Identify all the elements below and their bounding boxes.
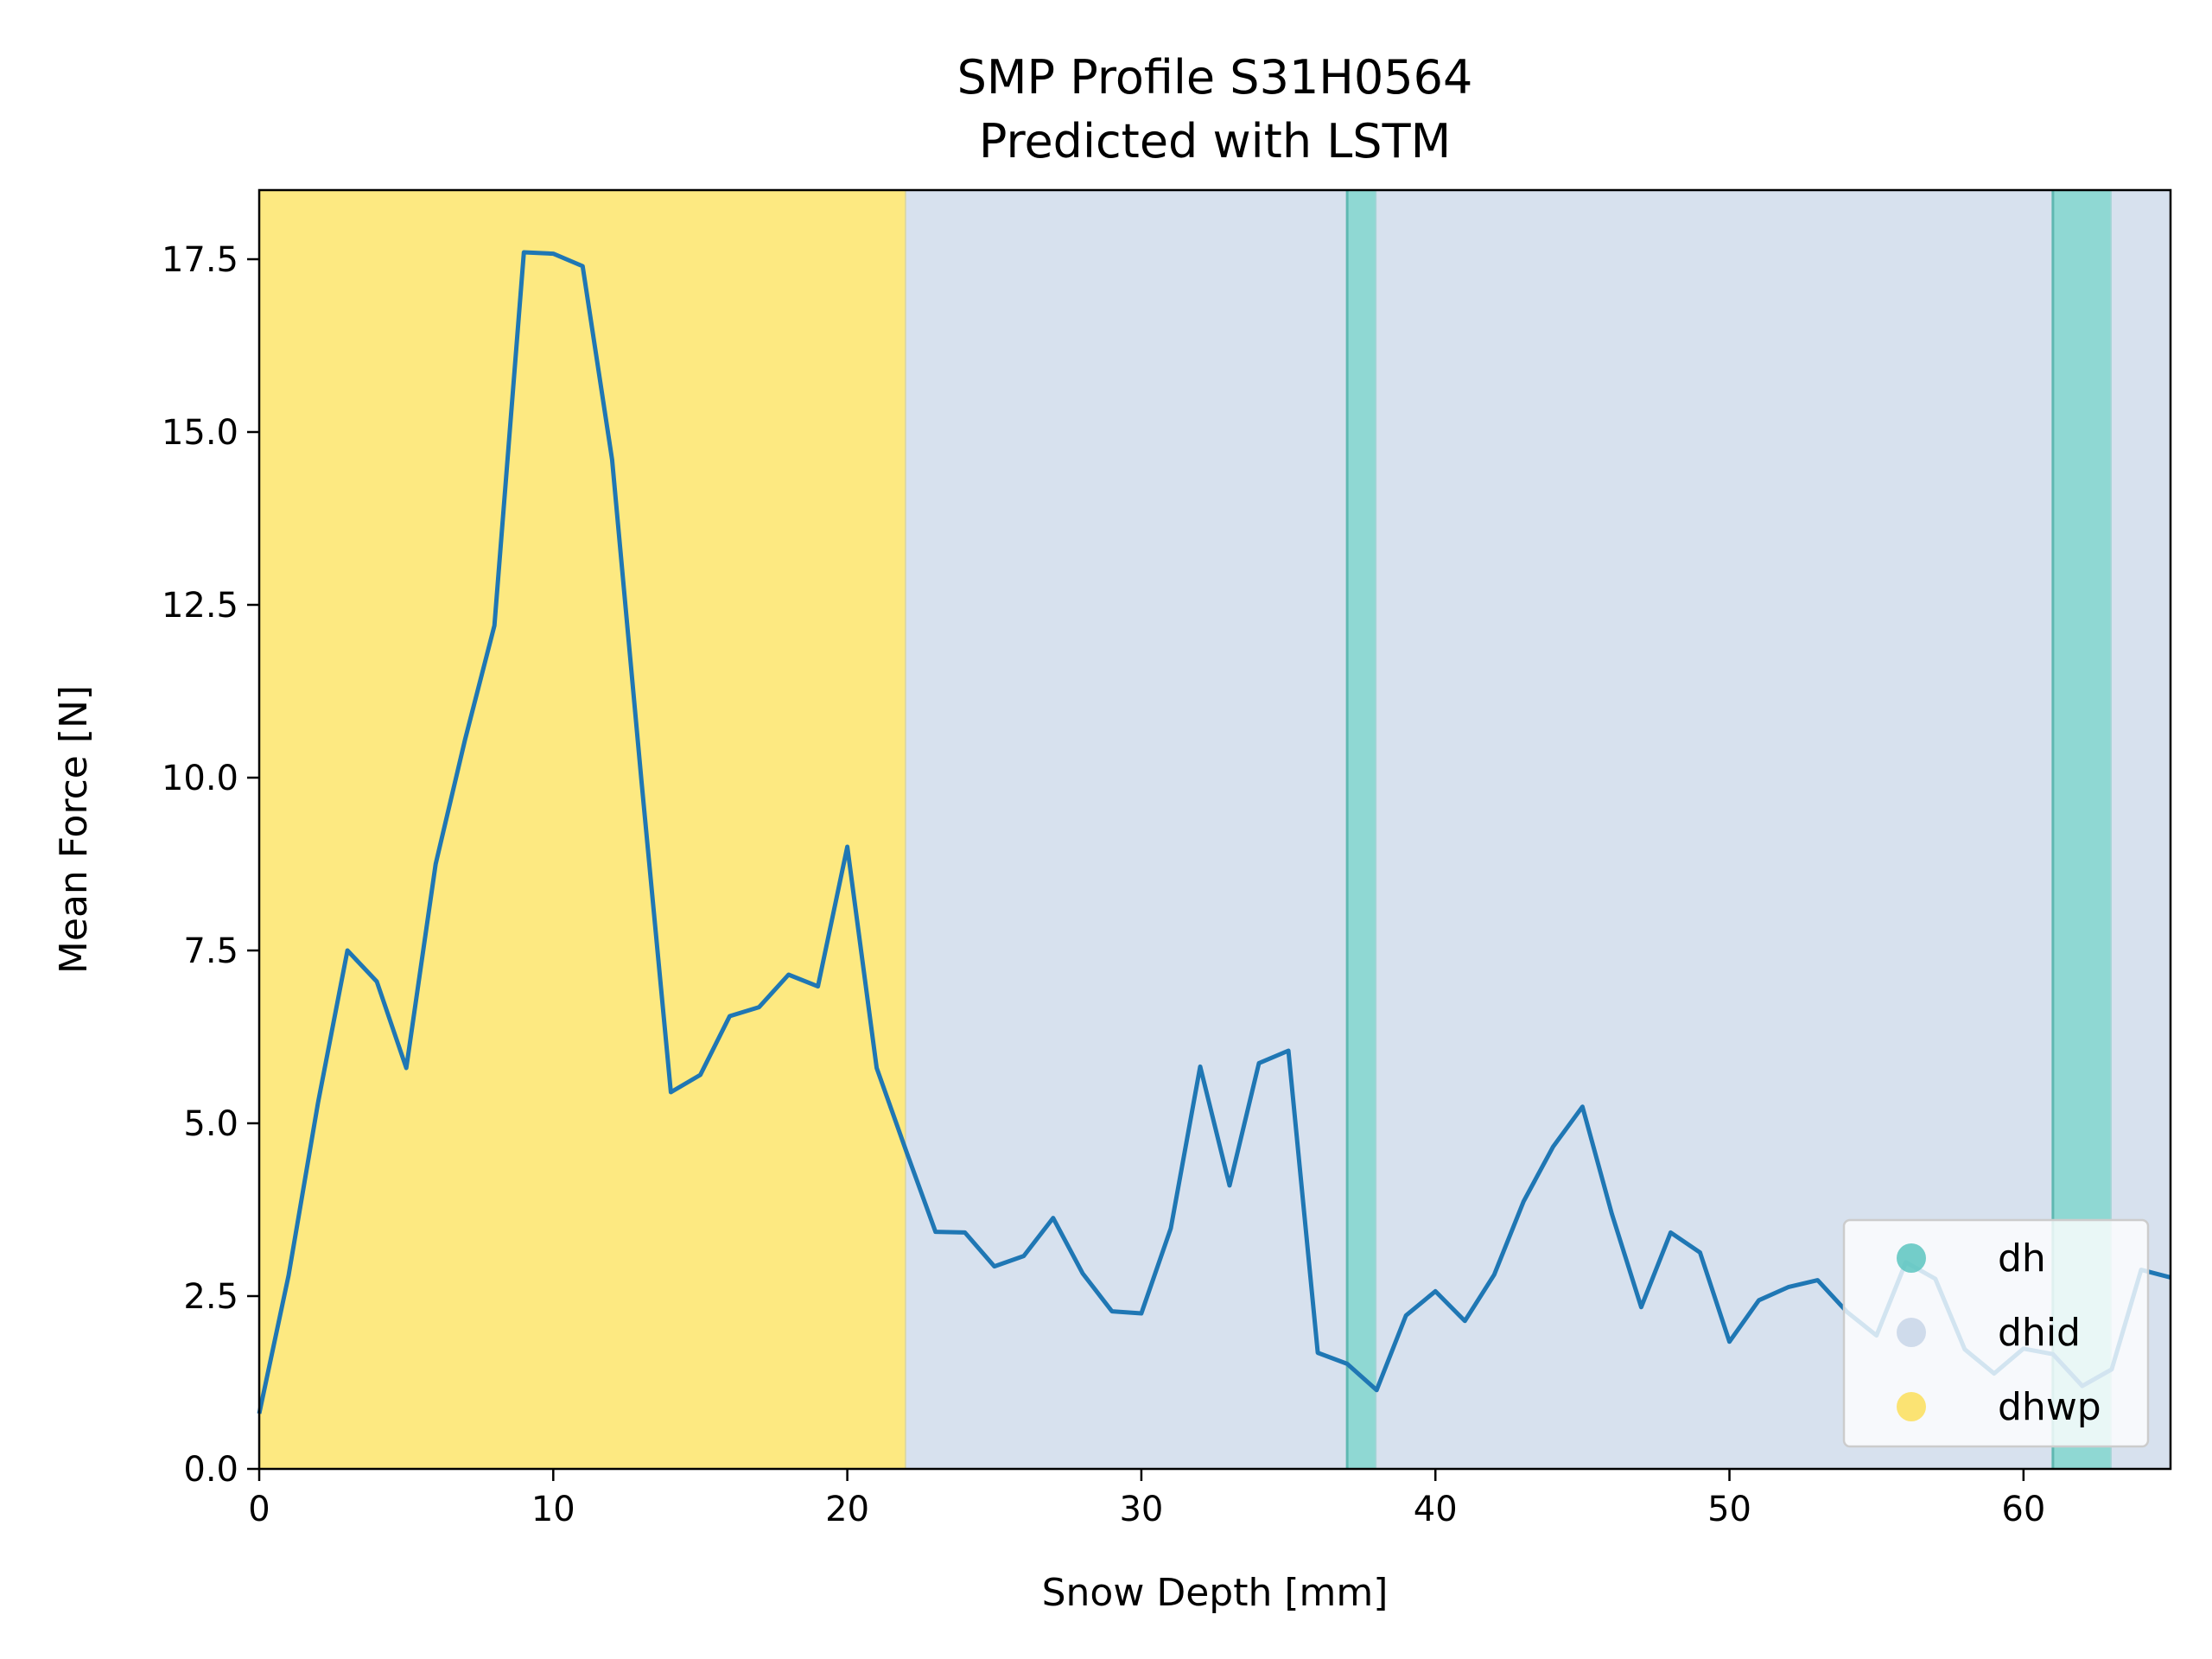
x-tick-label: 10: [531, 1490, 575, 1529]
y-axis: 0.0 2.5 5.0 7.5 10.0 12.5 15.0 17.5: [162, 240, 259, 1490]
legend: dh dhid dhwp: [1842, 1218, 2150, 1448]
x-tick-label: 60: [2001, 1490, 2045, 1529]
plot-frame: [257, 188, 2172, 1471]
x-tick-label: 20: [825, 1490, 869, 1529]
x-tick-label: 50: [1707, 1490, 1751, 1529]
x-tick-label: 40: [1414, 1490, 1458, 1529]
y-tick-label: 7.5: [183, 931, 238, 971]
legend-label-dh: dh: [1998, 1236, 2046, 1281]
x-axis-label: Snow Depth [mm]: [1042, 1571, 1389, 1615]
y-tick-label: 10.0: [162, 759, 238, 798]
legend-box: [1842, 1218, 2150, 1448]
x-tick-label: 30: [1119, 1490, 1163, 1529]
y-tick-label: 15.0: [162, 413, 238, 453]
y-axis-label: Mean Force [N]: [52, 685, 96, 974]
legend-marker-dh: [1897, 1243, 1926, 1273]
y-tick-label: 5.0: [183, 1104, 238, 1144]
x-tick-label: 0: [248, 1490, 270, 1529]
legend-label-dhid: dhid: [1998, 1311, 2081, 1355]
chart-subtitle: Predicted with LSTM: [979, 114, 1451, 168]
x-axis: 0 10 20 30 40 50 60: [248, 1469, 2045, 1529]
legend-marker-dhwp: [1897, 1392, 1926, 1421]
y-tick-label: 0.0: [183, 1450, 238, 1490]
legend-entries: dh dhid dhwp: [1897, 1236, 2101, 1429]
y-tick-label: 2.5: [183, 1277, 238, 1317]
legend-label-dhwp: dhwp: [1998, 1385, 2101, 1429]
region-band-dh: [1347, 190, 1377, 1469]
chart-title: SMP Profile S31H0564: [957, 50, 1473, 105]
region-band-dhid: [906, 190, 1348, 1469]
y-tick-label: 12.5: [162, 586, 238, 626]
region-bands: [259, 190, 2171, 1469]
legend-marker-dhid: [1897, 1318, 1926, 1347]
region-band-dhwp: [259, 190, 906, 1469]
y-tick-label: 17.5: [162, 240, 238, 280]
